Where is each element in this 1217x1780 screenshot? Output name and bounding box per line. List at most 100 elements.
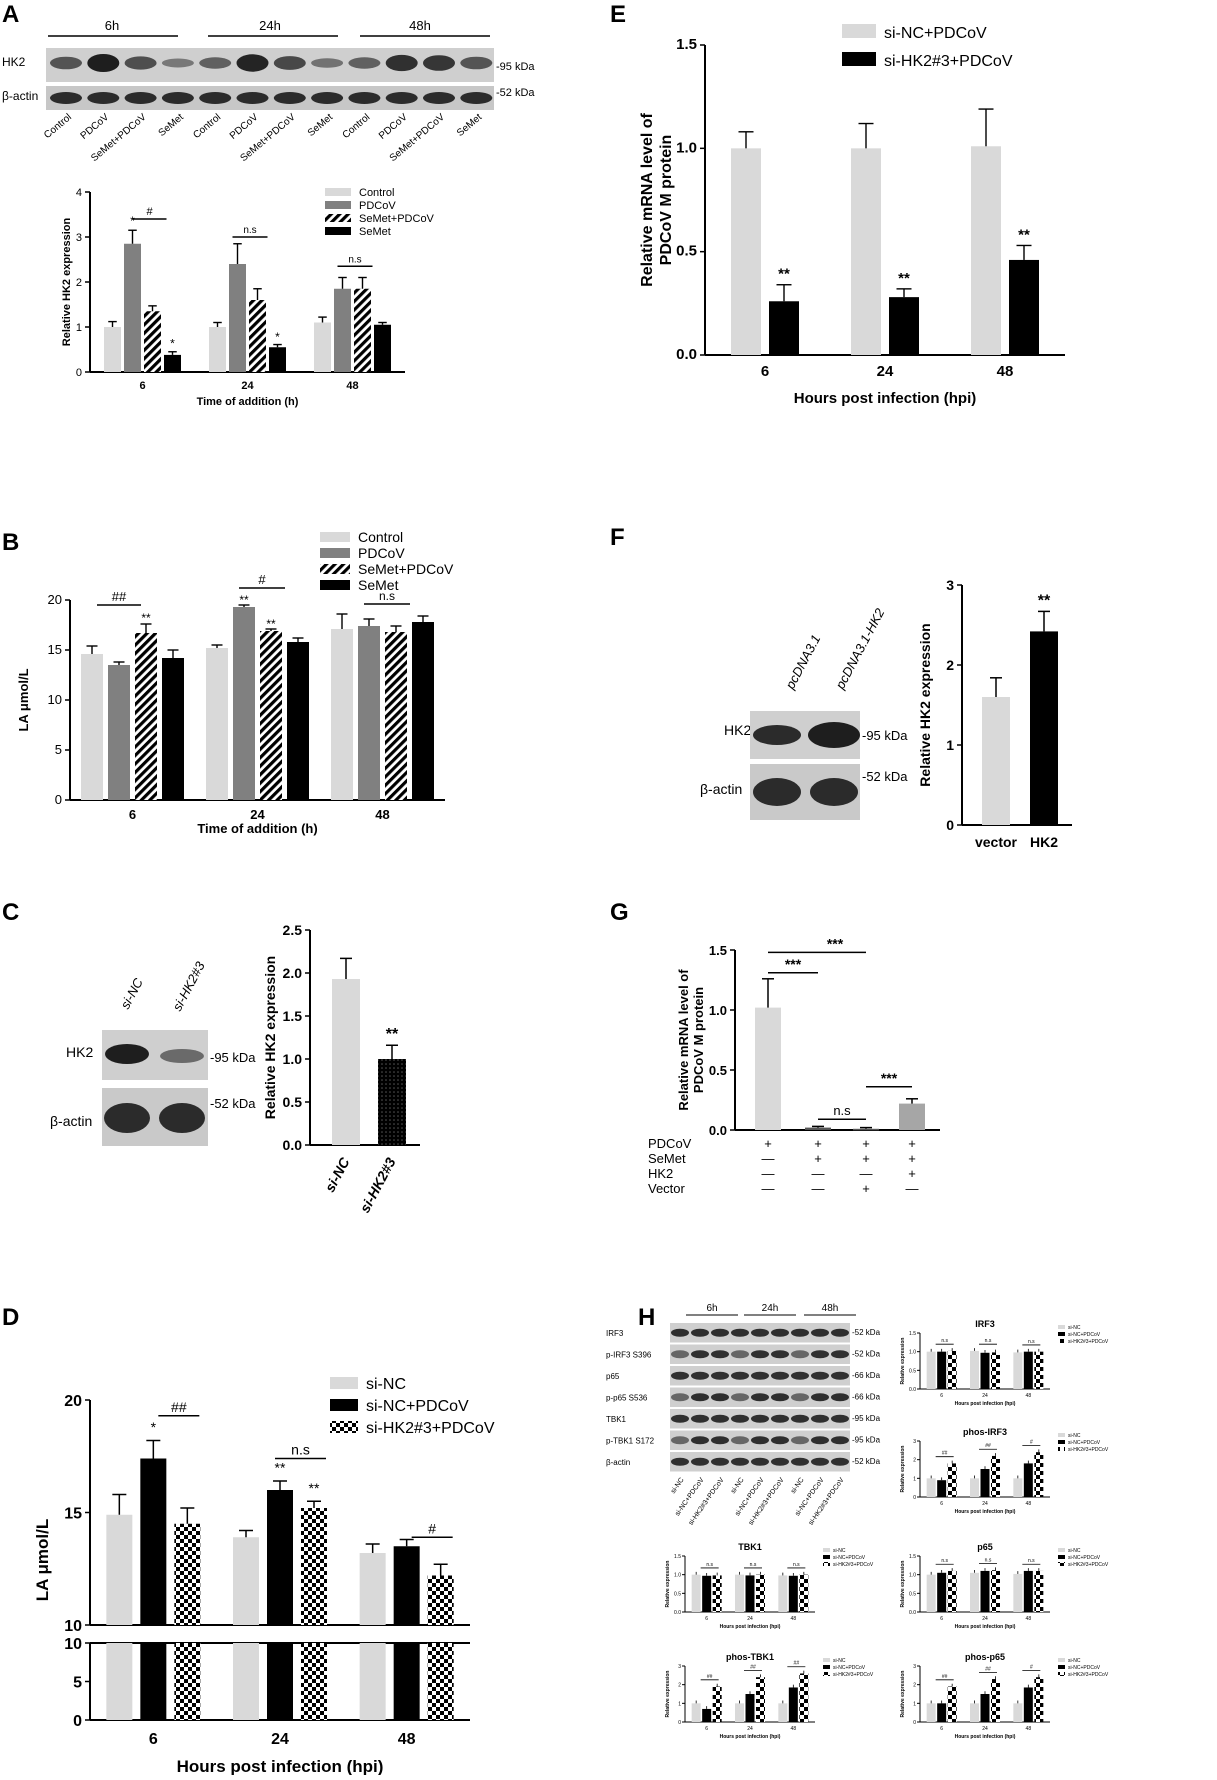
legend-label: si-NC+PDCoV <box>833 1665 866 1671</box>
x-axis-label: Time of addition (h) <box>197 821 317 836</box>
panel-a-letter: A <box>2 1 19 28</box>
blot-band <box>671 1457 689 1466</box>
blot-row-label: β-actin <box>2 89 38 103</box>
legend-label: Control <box>359 187 394 199</box>
legend-label: si-NC+PDCoV <box>1068 1555 1101 1561</box>
blot-band <box>87 92 120 104</box>
x-tick-label: 6 <box>149 1731 158 1748</box>
blot-band <box>711 1371 729 1380</box>
y-tick-label: 2.0 <box>283 965 303 981</box>
bar <box>1023 1351 1033 1389</box>
x-tick-label: 48 <box>1026 1501 1032 1507</box>
subchart-irf3: IRF3 0.0 0.5 1.0 1.5 6 n.s 24 n.s 48 n.s Hours post… <box>900 1319 1109 1407</box>
x-axis-label: Hours post infection (hpi) <box>720 1624 781 1630</box>
bar <box>735 1574 744 1612</box>
x-tick-label: 24 <box>747 1616 753 1622</box>
panel-a-blot-groups: 6h 24h 48h <box>48 18 490 37</box>
condition-label: HK2 <box>648 1166 673 1181</box>
y-tick-label: 1.0 <box>909 1573 916 1579</box>
blot-band <box>711 1350 729 1359</box>
panel-g: G 0.0 0.5 1.0 1.5 *** *** n.s *** PDCoV + + + + SeMet… <box>600 890 1160 1230</box>
legend-label: SeMet+PDCoV <box>358 561 454 577</box>
blot-group-label: 24h <box>762 1303 779 1314</box>
x-tick-label: 48 <box>346 380 358 392</box>
blot-band <box>671 1436 689 1445</box>
blot-band <box>199 92 232 104</box>
legend-swatch <box>325 214 351 222</box>
legend-swatch <box>1058 1562 1065 1566</box>
significance-label: *** <box>881 1070 898 1086</box>
legend-label: Control <box>358 529 403 545</box>
blot-band <box>731 1414 749 1423</box>
bar <box>332 979 360 1145</box>
significance-label: * <box>170 337 175 351</box>
legend-label: si-HK2#3+PDCoV <box>1068 1562 1109 1568</box>
bar <box>712 1575 722 1612</box>
bar <box>799 1574 809 1612</box>
significance-label: * <box>151 1419 157 1435</box>
kda-label: -52 kDa <box>496 87 535 99</box>
y-tick-label: 2 <box>946 657 954 673</box>
x-axis-label: Hours post infection (hpi) <box>177 1757 384 1775</box>
blot-band <box>199 57 232 69</box>
panel-f: F pcDNA3.1 pcDNA3.1-HK2 HK2 β-actin -95 … <box>600 515 1160 875</box>
blot-lane-label: si-HK2#3+PDCoV <box>808 1476 846 1526</box>
blot-band <box>831 1350 849 1359</box>
blot-row-label: β-actin <box>700 781 742 797</box>
y-tick-label: 1.5 <box>909 1331 916 1337</box>
bar <box>769 301 799 355</box>
legend-label: si-NC+PDCoV <box>1068 1440 1101 1446</box>
bar <box>702 1708 712 1722</box>
legend-label: si-NC <box>1068 1433 1081 1439</box>
blot-row-label: HK2 <box>2 55 26 69</box>
y-axis-label: Relative expression <box>900 1671 906 1718</box>
subchart-phos-tbk1: phos-TBK1 0 1 2 3 6 ## 24 ## 48 ## Hours post infec… <box>665 1652 874 1740</box>
y-axis-label: Relative HK2 expression <box>61 218 73 347</box>
blot-band <box>87 54 120 72</box>
bar <box>206 648 228 800</box>
bar <box>393 1643 420 1720</box>
legend-swatch <box>823 1658 830 1662</box>
y-tick-label: 1.0 <box>283 1051 303 1067</box>
condition-mark: — <box>762 1166 775 1181</box>
legend-swatch <box>1058 1325 1065 1329</box>
condition-mark: + <box>908 1166 916 1181</box>
y-axis-label-line: PDCoV M protein <box>658 135 675 266</box>
bar <box>926 1478 936 1497</box>
legend-label: PDCoV <box>359 200 396 212</box>
legend-label: si-HK2#3+PDCoV <box>833 1672 874 1678</box>
x-axis-label: Hours post infection (hpi) <box>955 1624 1016 1630</box>
y-axis-label: LA μmol/L <box>16 668 31 731</box>
bar <box>1023 1463 1033 1497</box>
legend-label: si-NC <box>833 1548 846 1554</box>
x-axis-label: Hours post infection (hpi) <box>720 1734 781 1740</box>
legend-swatch <box>320 532 350 542</box>
y-tick-label: 0.0 <box>676 346 697 363</box>
significance-label: # <box>258 572 266 587</box>
legend-label: si-HK2#3+PDCoV <box>1068 1339 1109 1345</box>
legend-label: si-HK2#3+PDCoV <box>833 1562 874 1568</box>
blot-band <box>711 1328 729 1337</box>
bar <box>712 1686 722 1722</box>
blot-band <box>771 1457 789 1466</box>
blot-band <box>691 1436 709 1445</box>
condition-mark: + <box>814 1136 822 1151</box>
x-axis-label: Hours post infection (hpi) <box>955 1734 1016 1740</box>
x-tick-label: 24 <box>982 1616 988 1622</box>
blot-lane-label: Control <box>42 112 74 141</box>
condition-mark: — <box>762 1181 775 1196</box>
blot-band <box>771 1350 789 1359</box>
blot-group-label: 24h <box>259 18 281 33</box>
y-tick-label: 0 <box>76 367 82 379</box>
y-tick-label: 0 <box>73 1713 82 1730</box>
panel-e-figure: E 0.0 0.5 1.0 1.5 6 24 48 Hours post infection … <box>610 1 1065 407</box>
x-tick-label: 24 <box>747 1726 753 1732</box>
significance-label: ** <box>1018 226 1030 243</box>
x-tick-label: 24 <box>982 1393 988 1399</box>
panel-c: C si-NC si-HK2#3 HK2 β-actin -95 kDa -52… <box>0 890 560 1250</box>
blot-band <box>751 1436 769 1445</box>
significance-label: # <box>1030 1439 1033 1445</box>
blot-band <box>731 1328 749 1337</box>
blot-band <box>460 56 493 70</box>
subchart-title: phos-TBK1 <box>726 1652 774 1662</box>
